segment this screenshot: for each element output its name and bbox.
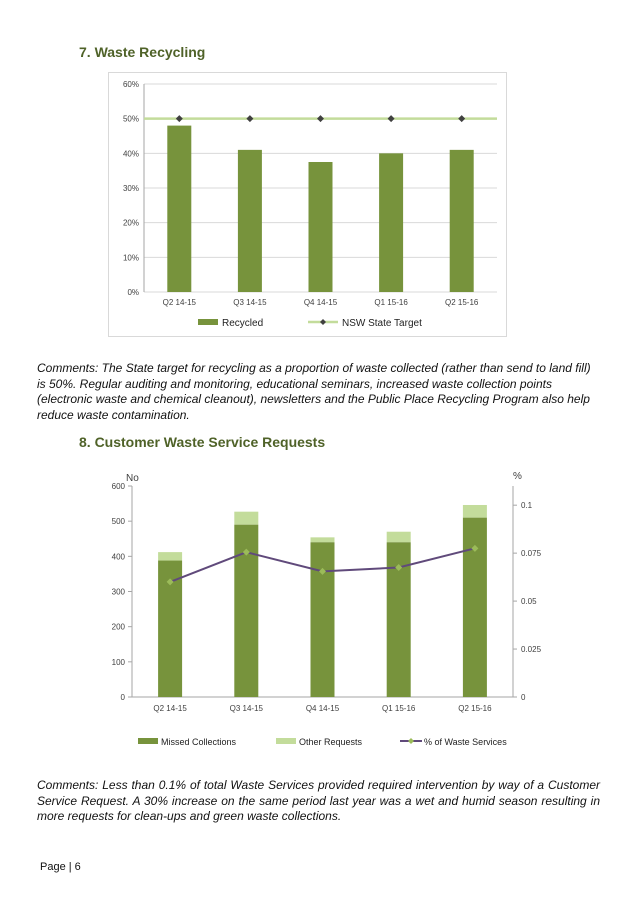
legend-swatch-missed [138,738,158,744]
x-tick-label: Q3 14-15 [233,298,267,307]
x-tick-label: Q2 14-15 [163,298,197,307]
y-tick-label: 20% [123,219,139,228]
y-tick-label: 30% [123,184,139,193]
bar-other-requests [234,511,259,525]
y-tick-label: 60% [123,80,139,89]
x-tick-label: Q4 14-15 [306,704,340,713]
y-tick-label: 50% [123,115,139,124]
marker-nsw-target [317,115,324,123]
legend-label-recycled: Recycled [222,318,263,329]
x-tick-label: Q2 14-15 [153,704,187,713]
bar-missed-collections [462,517,487,697]
y2-tick-label: 0.025 [521,645,542,654]
section-8-title: 8. Customer Waste Service Requests [79,434,326,450]
y-tick-label: 10% [123,253,139,262]
y-axis-label: No [126,473,139,484]
comment-service-requests: Comments: Less than 0.1% of total Waste … [37,778,600,823]
bar-recycled [449,149,474,292]
marker-nsw-target [458,115,466,123]
y-tick-label: 100 [112,658,126,667]
y2-axis-label: % [513,471,522,482]
comment-recycling: Comments: The State target for recycling… [37,361,591,422]
marker-pct-waste-services [471,544,479,552]
bar-other-requests [158,552,183,561]
bar-recycled [167,125,192,292]
marker-nsw-target [175,115,183,123]
legend-marker-target [320,319,326,325]
bar-missed-collections [234,524,259,697]
y2-tick-label: 0.075 [521,549,542,558]
x-tick-label: Q1 15-16 [374,298,408,307]
legend-marker-pct [408,738,414,744]
service-requests-chart: 0 100 200 300 400 500 600 0 0.025 0.05 0.075 0.1 No%… [112,471,542,747]
marker-nsw-target [387,115,395,123]
bar-recycled [379,153,404,292]
y2-tick-label: 0.1 [521,501,533,510]
page-number: Page | 6 [40,861,81,873]
marker-nsw-target [246,115,254,123]
y-tick-label: 400 [112,552,126,561]
x-tick-label: Q1 15-16 [382,704,416,713]
legend-label-other: Other Requests [299,737,363,747]
y-tick-label: 40% [123,149,139,158]
legend-label-target: NSW State Target [342,318,422,329]
y2-tick-label: 0 [521,693,526,702]
y-tick-label: 0% [127,288,139,297]
section-7-title: 7. Waste Recycling [79,44,206,60]
y-tick-label: 600 [112,482,126,491]
legend-label-pct: % of Waste Services [424,737,507,747]
marker-pct-waste-services [166,578,174,586]
bar-recycled [308,162,333,292]
y-tick-label: 500 [112,517,126,526]
x-tick-label: Q2 15-16 [458,704,492,713]
bar-missed-collections [310,542,335,697]
y-tick-label: 0 [121,693,126,702]
legend-swatch-recycled [198,319,218,325]
y-tick-label: 300 [112,588,126,597]
x-tick-label: Q3 14-15 [230,704,264,713]
y2-tick-label: 0.05 [521,597,537,606]
marker-pct-waste-services [242,548,250,556]
recycling-chart: 0% 10% 20% 30% 40% 50% 60% Q2 14-15 Q3 14-15 Q4 1… [108,72,507,337]
marker-pct-waste-services [319,567,326,575]
x-tick-label: Q2 15-16 [445,298,479,307]
bar-other-requests [310,537,335,543]
bar-other-requests [462,504,487,518]
bar-recycled [237,149,262,292]
legend-label-missed: Missed Collections [161,737,237,747]
x-tick-label: Q4 14-15 [304,298,338,307]
y-tick-label: 200 [112,623,126,632]
marker-pct-waste-services [395,564,403,572]
bar-other-requests [386,531,411,543]
legend-swatch-other [276,738,296,744]
